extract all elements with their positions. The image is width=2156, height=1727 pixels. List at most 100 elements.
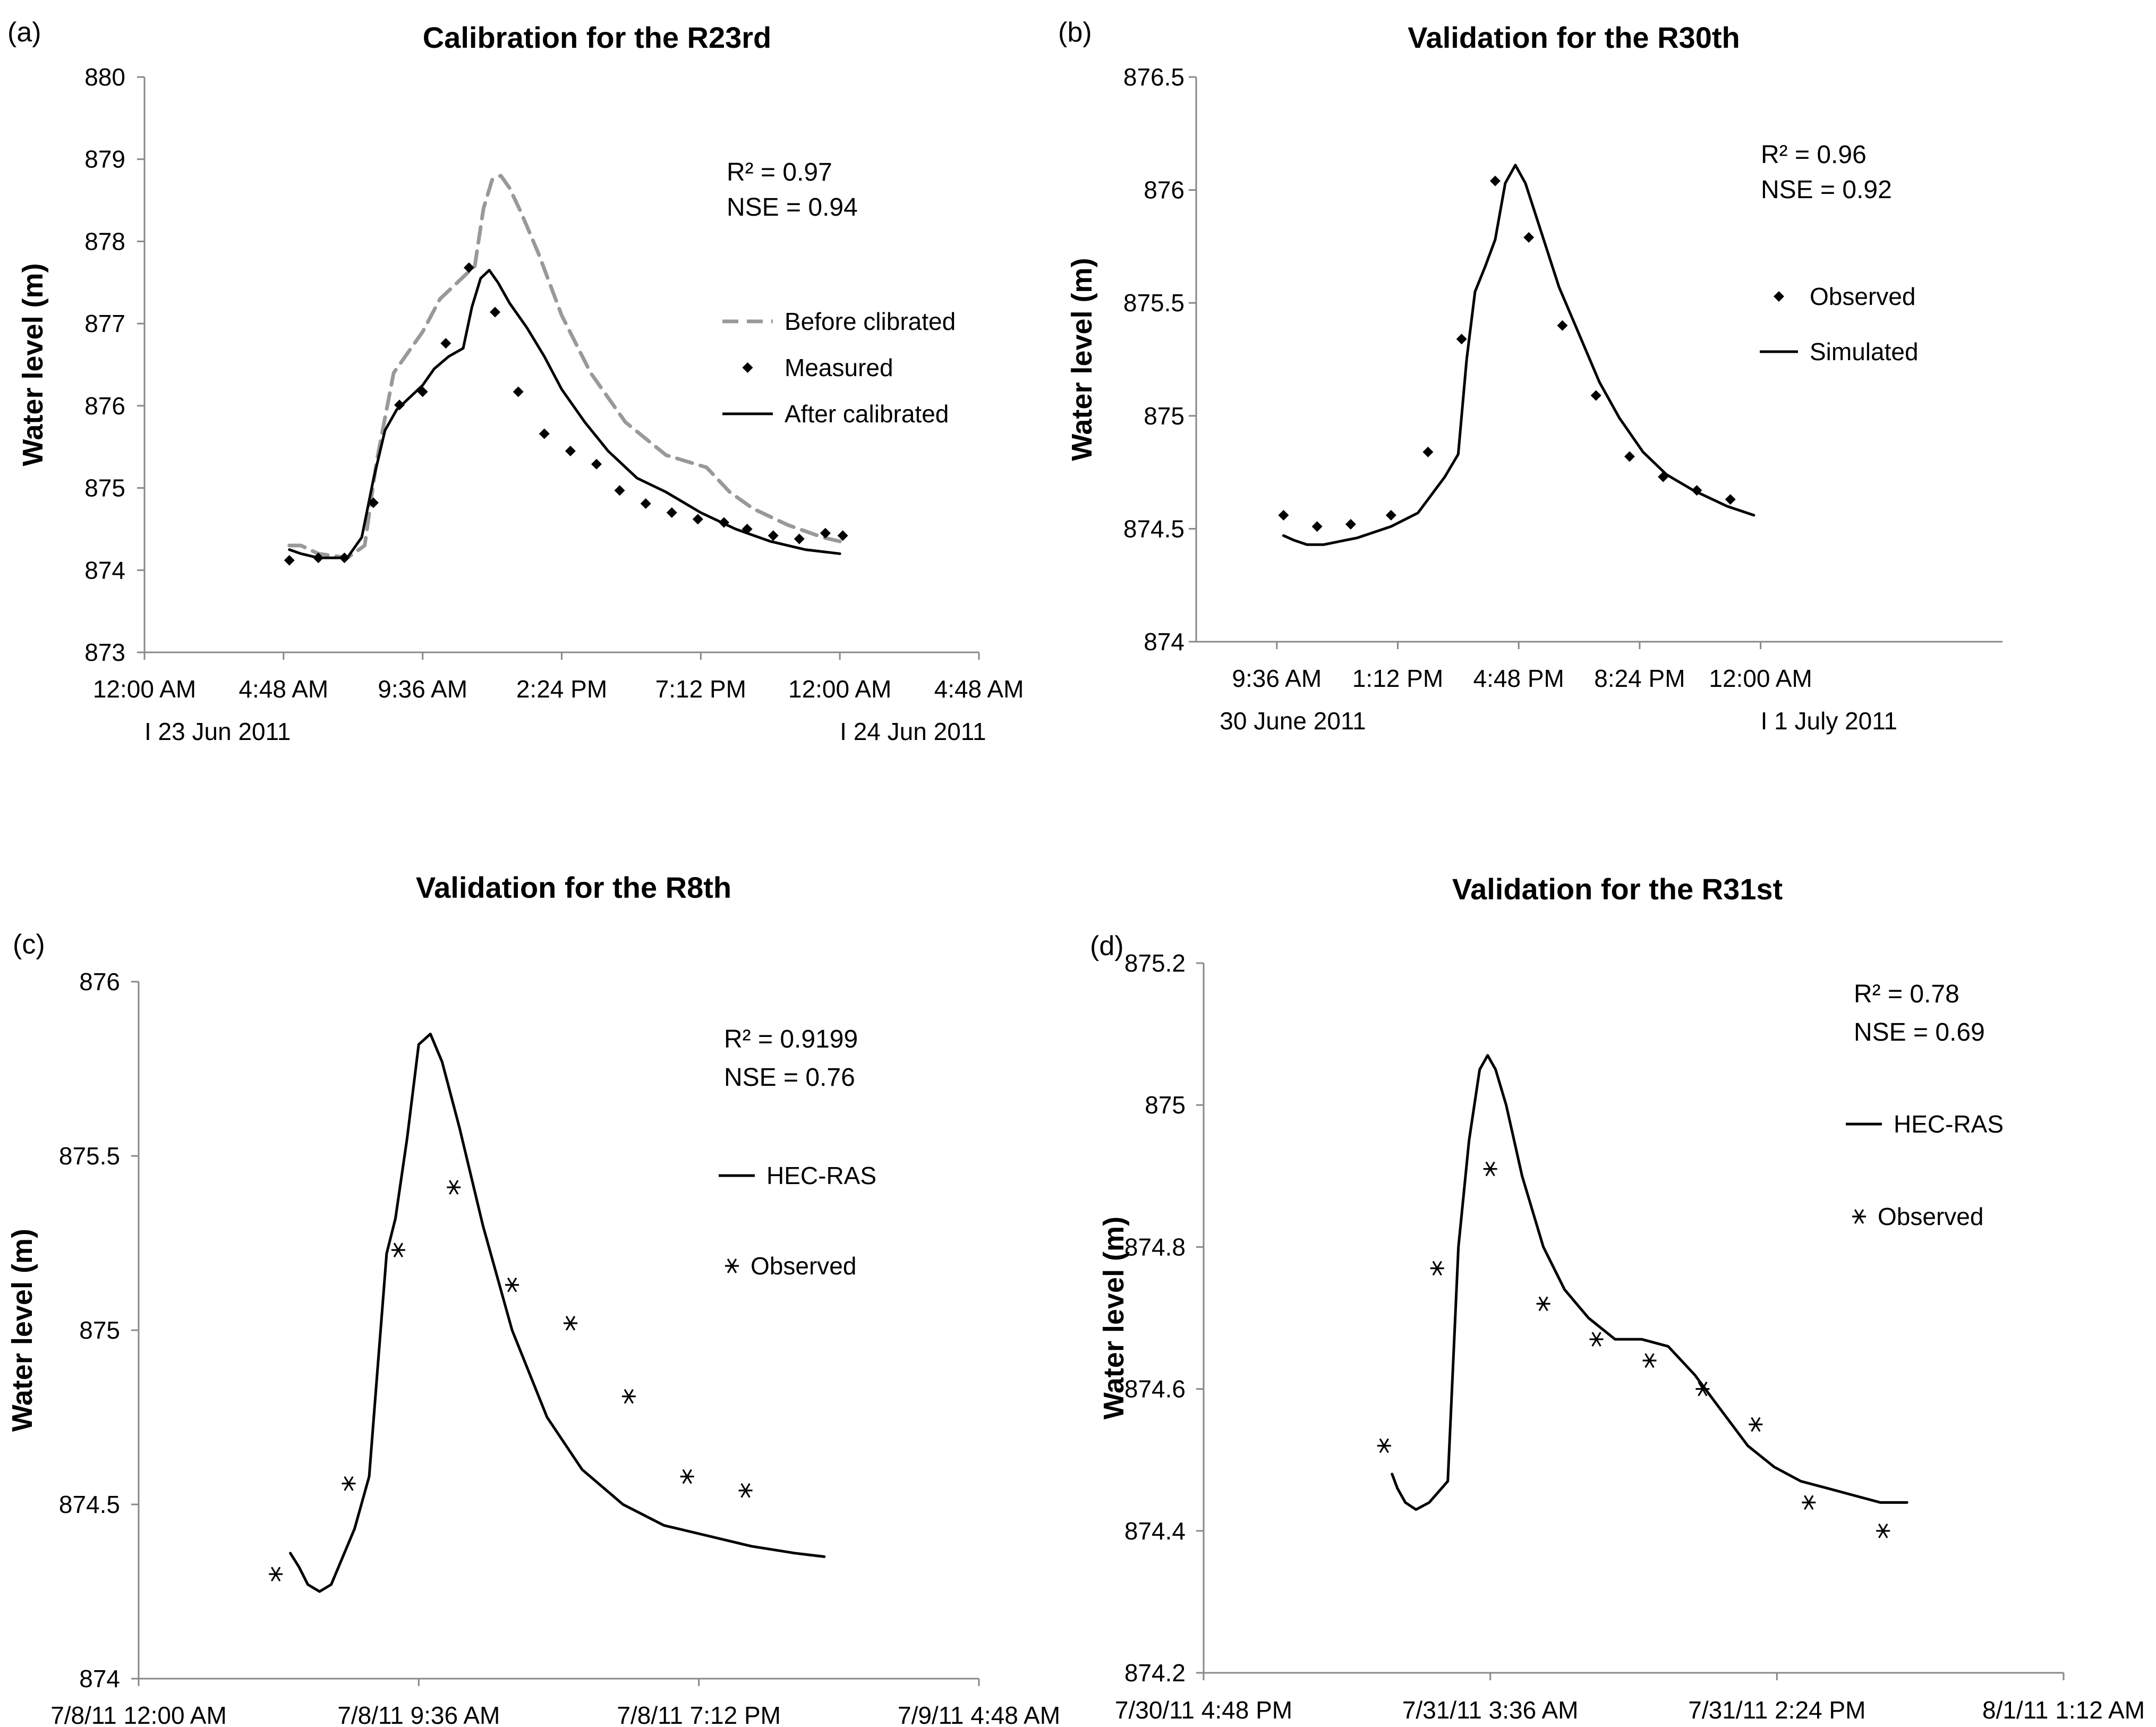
data-point (1536, 1296, 1550, 1312)
data-point (1624, 451, 1635, 462)
chart-title: Validation for the R8th (416, 871, 731, 904)
y-tick-label: 874.6 (1124, 1375, 1186, 1403)
data-point (1802, 1495, 1816, 1510)
y-tick-label: 877 (84, 310, 125, 337)
data-point (1345, 518, 1356, 530)
chart-panel-d: (d) Validation for the R31st Water level (… (1090, 872, 2145, 1724)
data-point (666, 507, 677, 518)
stat-text: R² = 0.9199 (724, 1025, 858, 1053)
date-note: I 23 Jun 2011 (144, 718, 291, 745)
asterisk-stroke (393, 1243, 404, 1257)
series-observed (269, 1180, 753, 1582)
y-tick-label: 880 (84, 63, 125, 91)
y-tick-label: 874 (84, 556, 125, 584)
legend-entry: HEC-RAS (1846, 1110, 2004, 1138)
asterisk-stroke (1379, 1438, 1389, 1453)
asterisk-stroke (1538, 1296, 1548, 1312)
data-point (1590, 390, 1601, 401)
data-point (1422, 446, 1434, 457)
y-tick-label: 874.5 (59, 1491, 120, 1518)
y-tick-label: 873 (84, 639, 125, 666)
data-point (614, 485, 625, 496)
data-point (269, 1567, 283, 1582)
y-tick-label: 878 (84, 227, 125, 255)
asterisk-stroke (449, 1180, 459, 1195)
data-point (591, 458, 602, 470)
y-tick-label: 876 (79, 968, 120, 996)
series-simulated (1282, 164, 1756, 546)
panel-label: (c) (13, 929, 45, 960)
data-point (1311, 521, 1323, 532)
date-note: I 1 July 2011 (1761, 707, 1897, 735)
data-point (391, 1243, 405, 1257)
asterisk-stroke (624, 1389, 634, 1404)
x-tick-label: 9:36 AM (378, 675, 467, 703)
legend-entry: Observed (1852, 1203, 1983, 1230)
x-tick-label: 12:00 AM (1709, 665, 1812, 692)
y-axis-label: Water level (m) (17, 263, 49, 466)
legend-swatch (742, 362, 753, 373)
data-point (1377, 1438, 1391, 1453)
data-point (440, 338, 451, 349)
data-point (1557, 320, 1568, 331)
series-after-calibrated (288, 269, 841, 559)
y-tick-label: 874.5 (1123, 515, 1184, 542)
chart-title: Validation for the R30th (1408, 21, 1740, 54)
y-tick-label: 875 (1145, 1091, 1186, 1119)
asterisk-stroke (507, 1277, 517, 1292)
series-observed (1278, 175, 1736, 532)
asterisk-stroke (1591, 1332, 1601, 1347)
x-tick-label: 1:12 PM (1352, 665, 1443, 692)
data-point (1695, 1381, 1710, 1397)
asterisk-stroke (1751, 1417, 1761, 1432)
data-point (1430, 1261, 1444, 1276)
stat-text: R² = 0.97 (727, 158, 832, 186)
panel-label: (b) (1058, 17, 1092, 48)
asterisk-stroke (1878, 1523, 1888, 1538)
stat-text: NSE = 0.69 (1854, 1018, 1985, 1047)
asterisk-stroke (271, 1567, 281, 1582)
legend-entry: After calibrated (722, 400, 949, 428)
y-tick-label: 875.5 (1123, 289, 1184, 317)
legend-label: Measured (785, 354, 893, 381)
data-point (513, 386, 524, 397)
legend-entry: Measured (742, 354, 893, 381)
y-tick-label: 876 (1144, 176, 1184, 204)
data-point (1278, 509, 1289, 521)
asterisk-stroke (1644, 1353, 1655, 1368)
y-tick-label: 874.8 (1124, 1233, 1186, 1261)
data-point (490, 307, 501, 318)
x-tick-label: 4:48 AM (934, 675, 1024, 703)
series-hec-ras (1391, 1054, 1908, 1511)
y-axis-label: Water level (m) (6, 1229, 38, 1432)
stat-text: NSE = 0.92 (1761, 176, 1892, 204)
data-point (394, 399, 405, 411)
x-tick-label: 4:48 AM (238, 675, 328, 703)
series-line (1391, 1054, 1908, 1511)
x-tick-label: 7:12 PM (655, 675, 746, 703)
data-point (1589, 1332, 1604, 1347)
stat-text: NSE = 0.76 (724, 1064, 855, 1092)
data-point (837, 530, 848, 541)
stat-text: R² = 0.96 (1761, 141, 1867, 169)
data-point (1483, 1161, 1497, 1177)
x-tick-label: 8/1/11 1:12 AM (1982, 1696, 2145, 1724)
y-tick-label: 874 (79, 1665, 120, 1692)
y-tick-label: 875 (1144, 402, 1184, 430)
legend-entry: Observed (1774, 283, 1915, 310)
y-tick-label: 875 (79, 1316, 120, 1344)
chart-panel-a: (a) Calibration for the R23rd Water level … (7, 17, 1024, 745)
y-axis-label: Water level (m) (1098, 1216, 1130, 1419)
date-note: 30 June 2011 (1220, 707, 1366, 735)
x-tick-label: 12:00 AM (788, 675, 891, 703)
data-point (794, 533, 805, 545)
stat-text: R² = 0.78 (1854, 980, 1959, 1008)
asterisk-stroke (682, 1469, 692, 1484)
legend-swatch (1774, 291, 1784, 302)
data-point (640, 498, 651, 509)
data-point (342, 1476, 356, 1491)
data-point (368, 497, 379, 508)
data-point (692, 514, 703, 525)
series-line (1282, 164, 1756, 546)
x-tick-label: 4:48 PM (1473, 665, 1564, 692)
